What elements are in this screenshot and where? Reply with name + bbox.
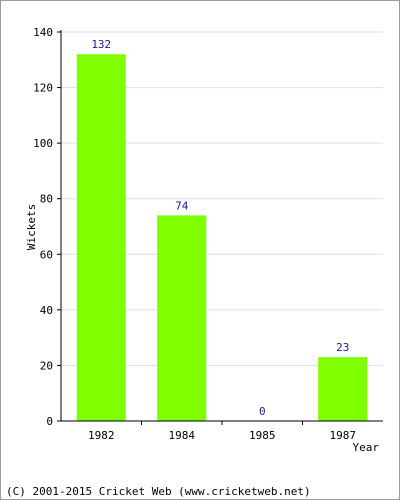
data-label: 74 — [175, 199, 189, 212]
data-label: 132 — [91, 38, 111, 51]
data-label: 0 — [259, 405, 266, 418]
copyright-footer: (C) 2001-2015 Cricket Web (www.cricketwe… — [6, 485, 311, 498]
x-tick-label: 1984 — [169, 429, 196, 442]
y-tick-label: 80 — [40, 193, 53, 206]
y-axis-title: Wickets — [25, 204, 38, 250]
x-axis-title: Year — [353, 441, 380, 454]
y-tick-label: 0 — [46, 415, 53, 428]
labels: 0 20 40 60 80 100 120 140 132 1982 74 1984 0 1985 23 19… — [33, 26, 356, 442]
y-tick-label: 20 — [40, 359, 53, 372]
data-label: 23 — [336, 341, 349, 354]
x-tick-label: 1987 — [330, 429, 357, 442]
x-tick-label: 1985 — [249, 429, 276, 442]
axes — [57, 30, 383, 425]
bar — [76, 54, 126, 421]
y-tick-label: 100 — [33, 137, 53, 150]
y-tick-label: 60 — [40, 248, 53, 261]
bar — [157, 215, 207, 421]
y-tick-label: 140 — [33, 26, 53, 39]
y-tick-label: 120 — [33, 82, 53, 95]
y-tick-label: 40 — [40, 304, 53, 317]
bars — [76, 54, 368, 421]
bar — [318, 357, 368, 421]
x-tick-label: 1982 — [88, 429, 115, 442]
